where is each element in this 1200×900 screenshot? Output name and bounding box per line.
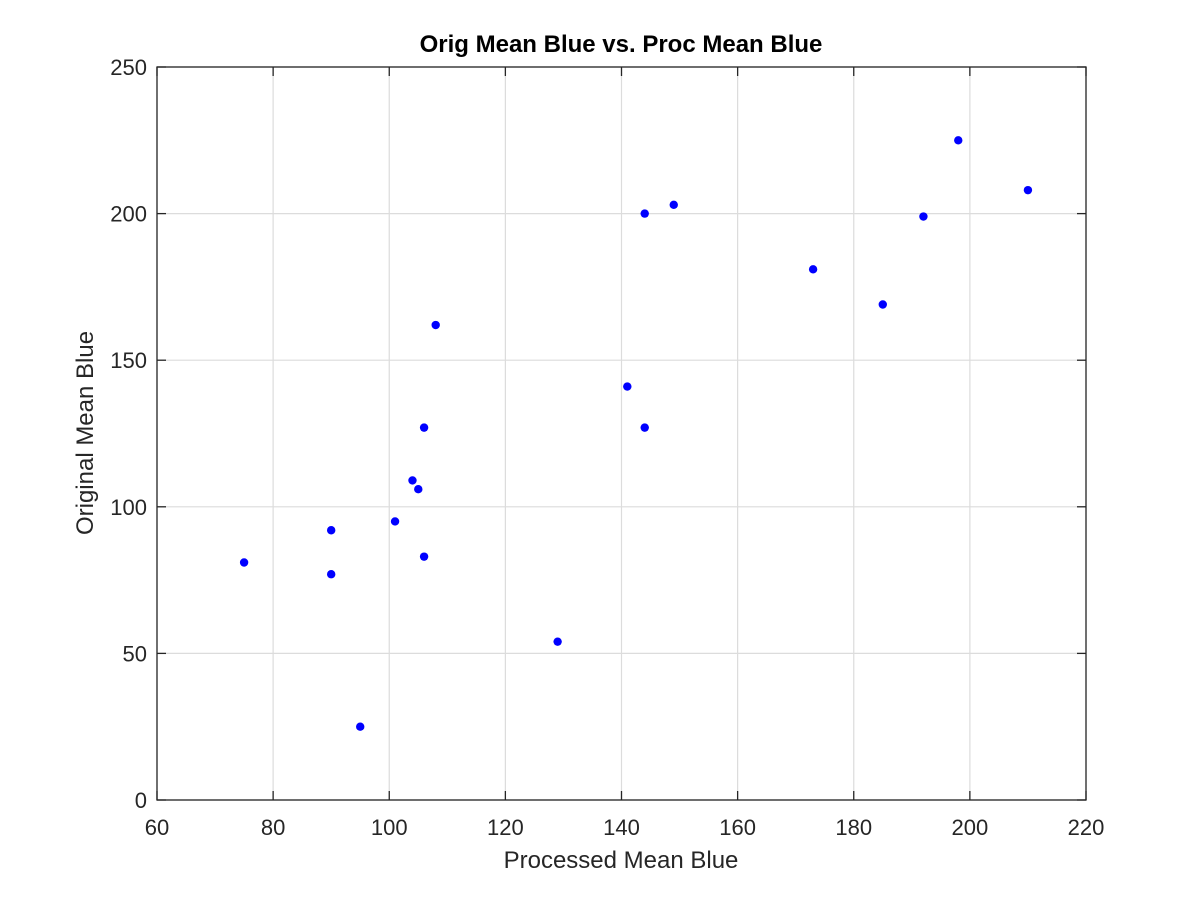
y-tick-label: 250 — [110, 55, 147, 80]
data-point — [954, 136, 963, 145]
x-tick-label: 80 — [261, 815, 285, 840]
x-tick-label: 200 — [952, 815, 989, 840]
data-point — [553, 637, 562, 646]
data-point — [919, 212, 928, 221]
data-point — [623, 382, 632, 391]
x-tick-label: 160 — [719, 815, 756, 840]
data-point — [419, 423, 429, 432]
x-tick-label: 180 — [835, 815, 872, 840]
x-tick-label: 220 — [1068, 815, 1105, 840]
y-axis-label: Original Mean Blue — [72, 331, 99, 535]
data-point — [431, 320, 440, 330]
data-point — [878, 300, 887, 309]
data-point — [326, 526, 336, 535]
data-point — [356, 722, 365, 731]
data-point — [390, 517, 400, 526]
x-tick-label: 140 — [603, 815, 640, 840]
grid-layer — [156, 66, 1087, 801]
data-point — [419, 552, 429, 561]
x-tick-label: 100 — [371, 815, 408, 840]
x-axis-label: Processed Mean Blue — [504, 847, 739, 874]
data-point — [326, 570, 336, 579]
y-tick-label: 200 — [110, 202, 147, 227]
y-tick-label: 150 — [110, 348, 147, 373]
y-tick-label: 50 — [123, 641, 147, 666]
data-point — [640, 423, 649, 432]
points-layer — [239, 136, 1033, 731]
data-point — [414, 485, 423, 494]
chart-title: Orig Mean Blue vs. Proc Mean Blue — [420, 31, 823, 58]
ticks-layer: 60 80 100 120 140 160 180 200 220 0 50 100 150 200 250 — [110, 55, 1104, 840]
y-tick-label: 100 — [110, 495, 147, 520]
x-tick-label: 120 — [487, 815, 524, 840]
data-point — [808, 265, 818, 274]
data-point — [669, 200, 678, 210]
data-point — [408, 476, 417, 485]
y-tick-label: 0 — [135, 788, 147, 813]
x-tick-label: 60 — [145, 815, 169, 840]
data-point — [640, 209, 649, 218]
data-point — [239, 558, 249, 567]
data-point — [1023, 185, 1033, 195]
